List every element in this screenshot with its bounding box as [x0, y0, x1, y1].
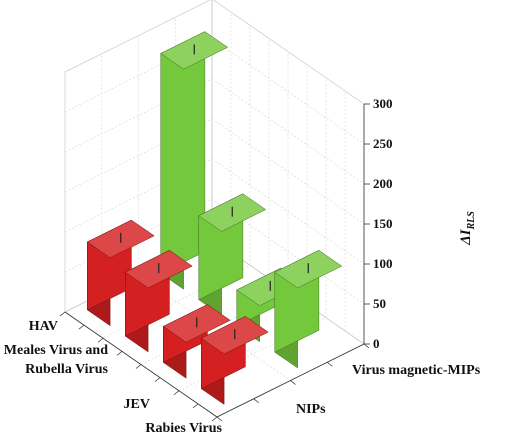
group-tick-mark: [290, 380, 296, 385]
category-label-3: JEV: [124, 397, 150, 412]
z-tick-label: 0: [373, 336, 380, 351]
bar-nips-3: [162, 304, 231, 379]
group-label-1: NIPs: [296, 402, 326, 417]
z-tick-label: 200: [373, 176, 393, 191]
z-tick-label: 150: [373, 216, 393, 231]
z-gridline: [64, 38, 365, 145]
bar-nips-4: [200, 315, 269, 405]
bar-virus-magnetic-mips-1: [160, 31, 229, 290]
group-label-2: Virus magnetic-MIPs: [352, 363, 481, 378]
group-tick-mark: [363, 343, 370, 349]
category-tick-mark: [78, 324, 85, 330]
bar-virus-magnetic-mips-4: [274, 249, 343, 369]
category-tick-mark: [59, 311, 66, 317]
category-tick-mark: [173, 390, 180, 396]
bars-layer: [86, 31, 343, 405]
z-gridline: [64, 118, 365, 225]
bar-nips-1: [86, 219, 155, 327]
z-tick-label: 300: [373, 96, 393, 111]
z-tick-label: 50: [373, 296, 386, 311]
group-tick-mark: [253, 398, 259, 404]
text-layer: 0 50 100 150 200 250 300 ΔIRLS HAV Meales Virus a…: [4, 96, 481, 436]
category-tick-mark: [135, 364, 142, 369]
group-tick-mark: [216, 416, 223, 422]
category-tick-mark: [97, 337, 104, 343]
z-tick-label: 100: [373, 256, 393, 271]
category-tick-mark: [154, 377, 161, 382]
category-tick-mark: [192, 403, 199, 409]
category-tick-mark: [211, 416, 218, 422]
z-gridline: [64, 78, 365, 185]
group-tick-mark: [327, 361, 333, 367]
category-label-4: Rabies Virus: [145, 421, 222, 436]
bar-nips-2: [124, 249, 193, 353]
z-gridline: [64, 158, 365, 265]
z-tick-label: 250: [373, 136, 393, 151]
z-gridline: [64, 198, 365, 305]
category-tick-mark: [116, 351, 123, 356]
z-axis-label: ΔIRLS: [458, 211, 477, 246]
category-label-2: Meales Virus and Rubella Virus: [4, 343, 109, 377]
bar-virus-magnetic-mips-2: [198, 193, 267, 316]
category-label-1: HAV: [29, 319, 58, 334]
